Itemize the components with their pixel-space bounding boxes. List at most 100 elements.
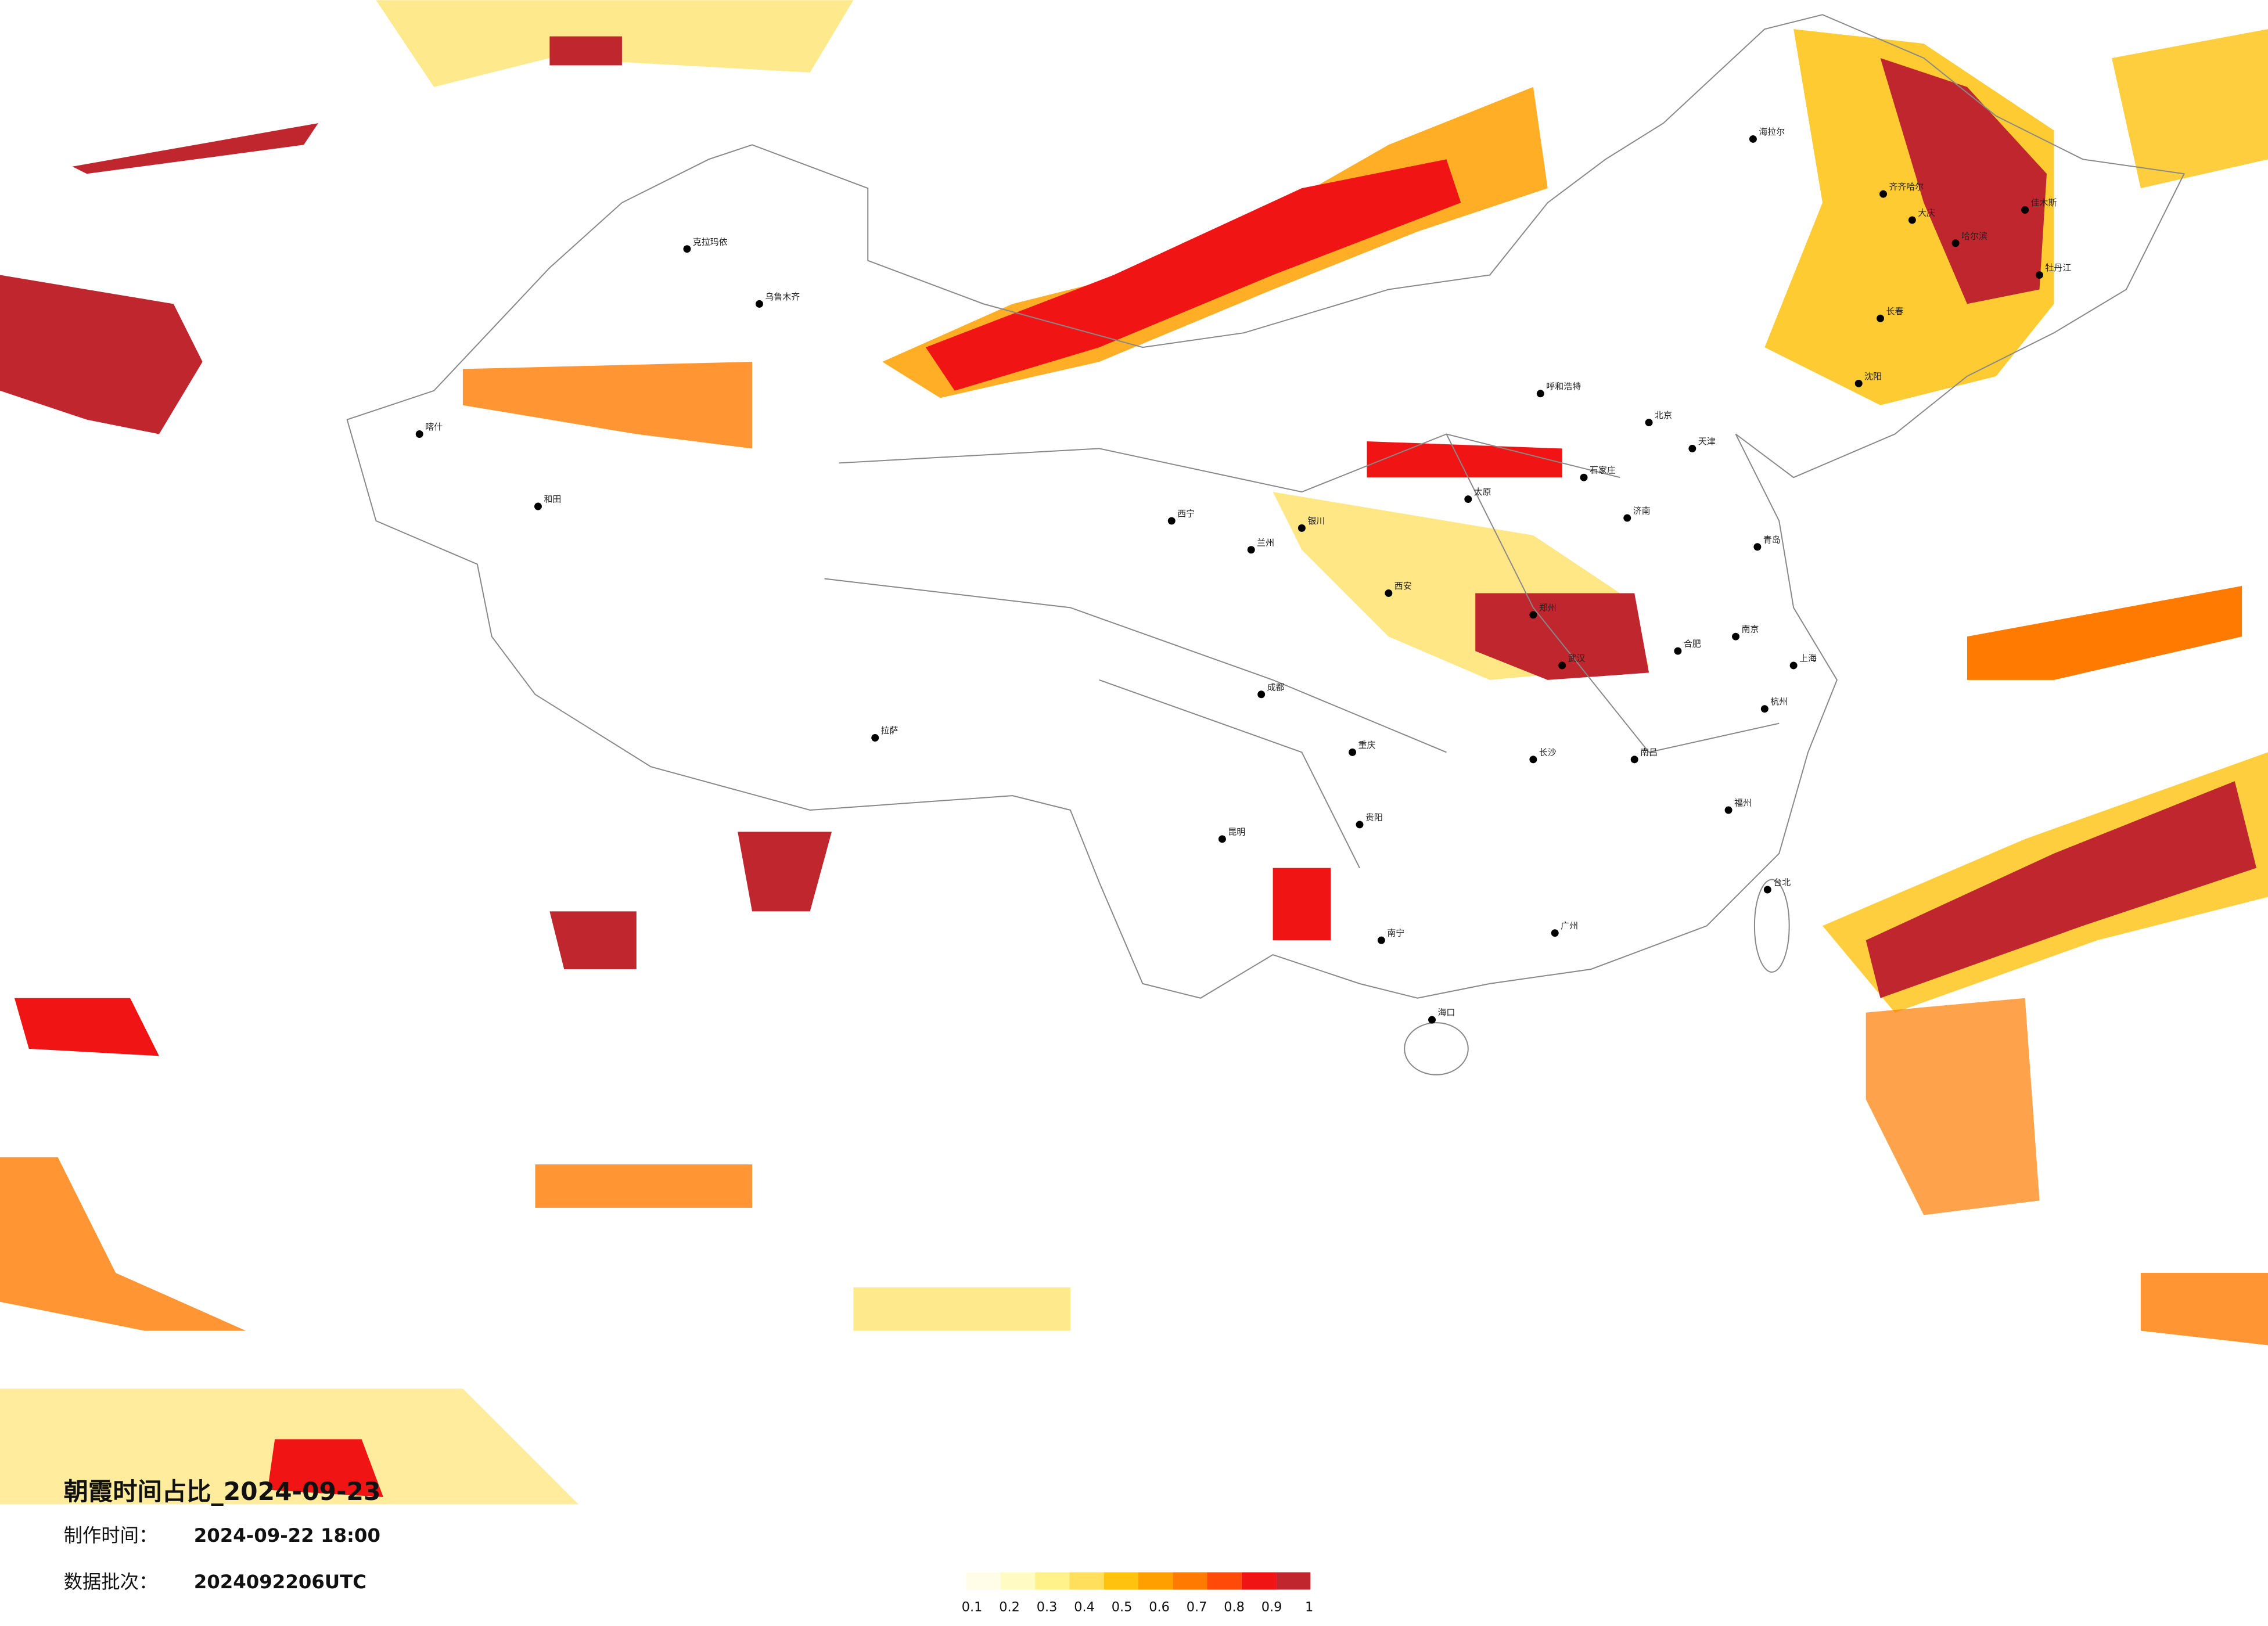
city-dot [1877, 314, 1885, 322]
city-dot [1760, 705, 1769, 713]
city-label: 沈阳 [1864, 371, 1882, 382]
legend-swatch [1138, 1572, 1173, 1590]
legend-swatch [1241, 1572, 1277, 1590]
legend-swatch [1000, 1572, 1036, 1590]
city-dot [756, 300, 763, 308]
city-label: 上海 [1799, 653, 1817, 664]
city-label: 太原 [1474, 487, 1491, 497]
city-label: 合肥 [1684, 639, 1701, 649]
city-label: 杭州 [1770, 696, 1788, 707]
legend-swatch [1207, 1572, 1242, 1590]
city-label: 拉萨 [881, 725, 898, 736]
legend-tick-label: 0.5 [1112, 1600, 1133, 1615]
city-dot [1854, 379, 1863, 387]
map-title: 朝霞时间占比_2024-09-23 [64, 1477, 381, 1506]
province-line [824, 433, 1780, 869]
city-label: 台北 [1773, 877, 1791, 888]
island-outline [1404, 1022, 1469, 1075]
city-dot [1732, 632, 1739, 641]
batch-label: 数据批次： [64, 1571, 158, 1593]
heat-area [0, 1157, 246, 1331]
boundaries [346, 14, 2186, 1075]
city-label: 南昌 [1640, 747, 1658, 757]
city-dot [1385, 589, 1393, 597]
city-dot [2036, 271, 2043, 279]
city-dot [1789, 661, 1798, 670]
city-label: 成都 [1267, 682, 1285, 692]
city-dot [1536, 390, 1544, 398]
city-dot [1749, 135, 1757, 143]
city-dot [1558, 661, 1566, 670]
city-label: 北京 [1655, 410, 1672, 420]
heat-area [2140, 1272, 2268, 1346]
city-dot [1297, 524, 1306, 532]
city-label: 和田 [544, 494, 561, 505]
city-label: 南京 [1741, 624, 1759, 635]
made-label: 制作时间： [64, 1524, 158, 1546]
heat-area [1367, 441, 1562, 478]
city-dot [1879, 190, 1888, 198]
legend-swatch [1276, 1572, 1311, 1590]
city-dot [1428, 1016, 1436, 1024]
city-label: 石家庄 [1590, 465, 1616, 476]
city-dot [1753, 543, 1762, 551]
legend-tick-label: 1 [1305, 1600, 1313, 1615]
city-label: 西安 [1394, 581, 1412, 591]
heat-area [1880, 57, 2047, 304]
city-label: 福州 [1734, 798, 1752, 808]
city-label: 喀什 [425, 422, 443, 432]
heat-field [0, 0, 2268, 1505]
legend-tick-label: 0.2 [999, 1600, 1020, 1615]
city-dot [871, 734, 879, 742]
city-dot [1257, 690, 1266, 699]
city-label: 贵阳 [1365, 812, 1383, 822]
city-label: 武汉 [1568, 653, 1586, 664]
legend-tick-label: 0.8 [1224, 1600, 1245, 1615]
heat-area [535, 1164, 753, 1208]
city-dot [1645, 419, 1653, 427]
heat-area [0, 275, 203, 434]
city-label: 海口 [1437, 1008, 1455, 1018]
city-label: 兰州 [1257, 537, 1274, 548]
city-label: 西宁 [1177, 508, 1195, 519]
city-label: 长沙 [1539, 747, 1557, 757]
city-dot [1377, 936, 1385, 944]
city-label: 银川 [1307, 516, 1325, 526]
city-dot [1908, 216, 1916, 224]
city-label: 齐齐哈尔 [1889, 182, 1924, 192]
heat-area [925, 159, 1461, 391]
city-dot [1551, 929, 1559, 937]
city-dot [1951, 239, 1960, 247]
city-dot [1349, 748, 1357, 756]
city-label: 南宁 [1387, 928, 1404, 938]
heat-area [549, 911, 637, 969]
legend-swatch [1104, 1572, 1138, 1590]
city-label: 广州 [1561, 920, 1578, 931]
city-dot [1464, 495, 1472, 503]
heat-area [1273, 868, 1331, 941]
city-label: 长春 [1886, 306, 1904, 316]
city-dot [1630, 756, 1638, 764]
city-label: 重庆 [1358, 740, 1376, 750]
city-label: 海拉尔 [1759, 127, 1785, 137]
city-label: 青岛 [1763, 534, 1781, 545]
city-dot [1674, 647, 1682, 655]
legend-tick-label: 0.7 [1187, 1600, 1207, 1615]
made-value: 2024-09-22 18:00 [194, 1524, 380, 1546]
city-dot [415, 430, 423, 438]
city-label: 郑州 [1539, 602, 1557, 613]
city-dot [1218, 835, 1226, 843]
legend-tick-label: 0.1 [962, 1600, 983, 1615]
legend-swatch [1069, 1572, 1104, 1590]
city-label: 呼和浩特 [1546, 381, 1581, 391]
city-label: 哈尔滨 [1961, 231, 1987, 241]
city-dot [1580, 473, 1588, 481]
heat-area [72, 123, 318, 174]
heat-area [2112, 29, 2268, 189]
city-label: 大庆 [1918, 207, 1935, 218]
legend-swatch [1173, 1572, 1207, 1590]
batch-value: 2024092206UTC [194, 1571, 366, 1593]
city-dot [1356, 821, 1364, 829]
heat-area [14, 998, 159, 1056]
heat-area [267, 1439, 383, 1497]
